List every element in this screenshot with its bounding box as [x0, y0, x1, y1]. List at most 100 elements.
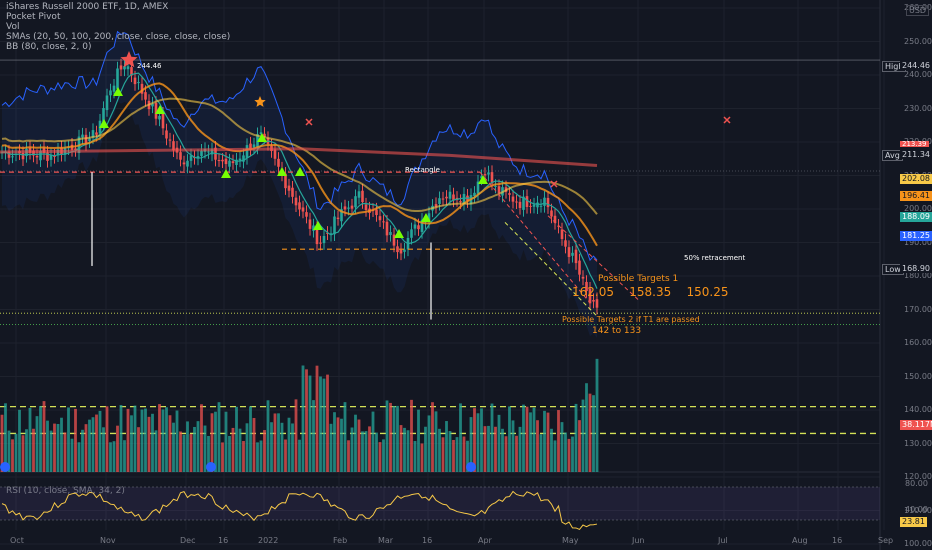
volume-bar: [536, 420, 539, 472]
candle-body: [462, 193, 466, 204]
volume-bar: [95, 414, 98, 472]
volume-bar: [417, 409, 420, 472]
candle-body: [196, 156, 200, 159]
volume-bar: [214, 411, 217, 472]
cross-marker-icon: [305, 118, 313, 126]
time-axis-label: 16: [218, 536, 229, 545]
volume-bar: [175, 410, 179, 472]
volume-bar: [126, 408, 130, 472]
candle-body: [53, 155, 56, 157]
candle-body: [417, 225, 420, 230]
candle-body: [287, 185, 291, 191]
candle-body: [301, 207, 305, 212]
candle-body: [140, 83, 144, 94]
candle-body: [532, 204, 536, 207]
candle-body: [445, 196, 448, 199]
volume-bar: [574, 403, 578, 472]
price-axis-label: 110.00: [904, 505, 932, 515]
volume-bar: [203, 425, 207, 472]
targets2-values: 142 to 133: [592, 326, 642, 336]
volume-bar: [378, 442, 382, 472]
volume-bar: [389, 402, 392, 472]
candle-body: [399, 249, 403, 254]
rsi-label[interactable]: RSI (10, close, SMA, 34, 2): [6, 486, 125, 496]
indicator-volume[interactable]: Vol: [6, 22, 20, 32]
volume-bar: [39, 406, 42, 472]
sma50-price-tag: 196.41: [900, 191, 932, 201]
pocket-pivot-icon: [313, 221, 323, 230]
candle-body: [364, 204, 368, 211]
volume-bar: [277, 413, 280, 472]
candle-body: [151, 103, 154, 107]
candle-body: [158, 115, 161, 120]
price-axis-label: 240.00: [904, 70, 932, 79]
volume-bar: [543, 410, 546, 472]
volume-bar: [74, 408, 77, 472]
candle-body: [11, 156, 14, 158]
candle-body: [438, 198, 441, 204]
volume-bar: [67, 407, 70, 472]
indicator-pocket-pivot[interactable]: Pocket Pivot: [6, 12, 61, 22]
volume-bar: [441, 437, 445, 472]
candle-body: [536, 202, 539, 208]
volume-bar: [329, 423, 333, 472]
volume-bar: [84, 424, 88, 472]
volume-bar: [413, 441, 417, 472]
candle-body: [126, 66, 130, 70]
volume-bar: [315, 365, 319, 472]
candle-body: [238, 158, 242, 161]
time-axis-label: Dec: [180, 536, 196, 545]
volume-bar: [466, 440, 469, 472]
candle-body: [347, 207, 350, 209]
candle-body: [312, 225, 315, 231]
volume-bar: [396, 405, 399, 472]
pocket-pivot-icon: [478, 175, 488, 184]
indicator-smas[interactable]: SMAs (20, 50, 100, 200, close, close, cl…: [6, 32, 231, 42]
indicator-bollinger[interactable]: BB (80, close, 2, 0): [6, 42, 92, 52]
candle-body: [410, 229, 413, 238]
targets2-title: Possible Targets 2 if T1 are passed: [562, 315, 700, 324]
volume-bar: [21, 435, 25, 472]
volume-bar: [186, 421, 189, 472]
price-axis-label: 180.00: [904, 271, 932, 280]
volume-bar: [350, 427, 354, 472]
high-value: 244.46: [900, 61, 932, 70]
symbol-title[interactable]: iShares Russell 2000 ETF, 1D, AMEX: [6, 2, 169, 12]
targets1-title: Possible Targets 1: [598, 274, 679, 284]
candle-body: [186, 160, 189, 167]
candle-body: [221, 159, 224, 162]
volume-bar: [571, 436, 574, 472]
volume-bar: [154, 430, 158, 472]
candle-body: [529, 205, 532, 207]
volume-bar: [238, 428, 242, 472]
volume-bar: [18, 409, 21, 472]
candle-body: [588, 288, 592, 304]
candle-body: [553, 215, 557, 223]
volume-bar: [193, 426, 196, 472]
volume-bar: [336, 417, 340, 472]
volume-bar: [151, 413, 154, 472]
candle-body: [46, 152, 49, 161]
time-axis-label: May: [562, 536, 579, 545]
volume-bar: [504, 436, 508, 472]
candle-body: [518, 201, 522, 208]
candle-body: [375, 209, 378, 216]
volume-bar: [399, 425, 403, 472]
volume-bar: [77, 442, 81, 472]
volume-bar: [490, 403, 494, 472]
volume-bar: [249, 406, 252, 472]
candle-body: [35, 155, 39, 158]
volume-bar: [581, 399, 585, 472]
volume-bar: [462, 436, 466, 472]
candle-body: [452, 194, 455, 201]
volume-bar: [137, 427, 140, 472]
candlesticks[interactable]: [0, 58, 599, 315]
volume-bar: [308, 375, 312, 472]
time-axis-label: Oct: [10, 536, 24, 545]
volume-bar: [56, 423, 60, 472]
volume-bar: [392, 406, 396, 472]
volume-bar: [252, 417, 256, 472]
candle-body: [277, 158, 280, 167]
candle-body: [7, 151, 11, 158]
